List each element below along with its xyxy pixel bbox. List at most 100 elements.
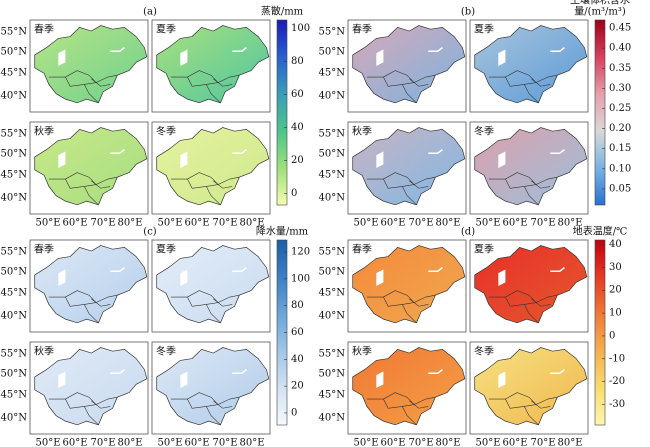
lat-label: 50°N	[1, 267, 28, 278]
season-label: 冬季	[474, 345, 494, 358]
border	[383, 398, 415, 409]
region	[352, 25, 466, 104]
gap	[376, 151, 384, 168]
border	[206, 186, 221, 206]
gap-line	[428, 47, 443, 53]
colorbar-tick-label: 0.40	[609, 43, 631, 54]
lon-label: 60°E	[184, 218, 209, 229]
border	[524, 304, 539, 324]
border	[84, 84, 99, 104]
region	[34, 127, 148, 206]
season-label: 秋季	[352, 125, 372, 138]
border	[505, 398, 537, 409]
lon-label: 80°E	[239, 218, 264, 229]
border	[402, 406, 417, 426]
colorbar-tick-label: 80	[291, 56, 304, 67]
lon-label: 70°E	[408, 438, 433, 447]
region	[34, 245, 148, 324]
gap	[376, 371, 384, 388]
border	[65, 76, 97, 87]
lon-label: 50°E	[157, 438, 182, 447]
border	[383, 178, 415, 189]
gap	[498, 269, 506, 286]
lat-label: 40°N	[1, 91, 28, 102]
border	[524, 84, 539, 104]
lon-label: 80°E	[117, 218, 142, 229]
lat-label: 45°N	[1, 68, 28, 79]
lat-label: 55°N	[1, 247, 28, 258]
colorbar-tick-label: -20	[609, 376, 625, 387]
colorbar-tick-label: 100	[291, 23, 310, 34]
gap	[180, 371, 188, 388]
season-label: 春季	[352, 24, 372, 36]
lon-label: 80°E	[557, 438, 582, 447]
border	[402, 84, 417, 104]
season-label: 冬季	[156, 125, 176, 138]
colorbar-tick-label: 60	[291, 327, 304, 338]
panel-label: (c)	[143, 227, 157, 238]
lat-label: 55°N	[319, 349, 346, 360]
border	[531, 298, 551, 307]
region	[156, 245, 270, 324]
lat-label: 40°N	[319, 413, 346, 424]
colorbar-title: 地表温度/℃	[573, 225, 628, 238]
gap-line	[110, 267, 125, 273]
gap-line	[232, 267, 247, 273]
gap	[58, 151, 66, 168]
colorbar-tick-label: 40	[609, 239, 622, 250]
lon-label: 60°E	[380, 218, 405, 229]
region	[474, 347, 588, 426]
lat-label: 45°N	[1, 170, 28, 181]
gap-line	[110, 369, 125, 375]
gap-line	[232, 47, 247, 53]
gap	[58, 49, 66, 66]
lat-label: 50°N	[1, 369, 28, 380]
gap	[180, 151, 188, 168]
season-label: 夏季	[474, 24, 494, 36]
border	[524, 406, 539, 426]
border	[531, 78, 551, 87]
gap-line	[550, 369, 565, 375]
colorbar	[594, 19, 606, 206]
region	[352, 127, 466, 206]
border	[505, 296, 537, 307]
season-label: 春季	[352, 244, 372, 256]
border	[213, 180, 233, 189]
gap	[58, 371, 66, 388]
border	[531, 400, 551, 409]
lat-label: 40°N	[1, 311, 28, 322]
lat-label: 45°N	[319, 170, 346, 181]
colorbar-title: 降水量/mm	[256, 225, 309, 238]
gap	[498, 371, 506, 388]
colorbar-tick-label: 0.05	[609, 183, 631, 194]
panel-label: (d)	[461, 227, 475, 238]
border	[84, 304, 99, 324]
season-label: 夏季	[156, 244, 176, 256]
border	[409, 298, 429, 307]
lat-label: 50°N	[319, 47, 346, 58]
season-label: 冬季	[474, 125, 494, 138]
gap-line	[110, 149, 125, 155]
border	[505, 178, 537, 189]
border	[402, 304, 417, 324]
lon-label: 80°E	[435, 438, 460, 447]
lon-label: 60°E	[62, 218, 87, 229]
colorbar-tick-label: 0	[291, 407, 297, 418]
lat-label: 55°N	[1, 129, 28, 140]
colorbar-tick-label: -30	[609, 399, 625, 410]
lon-label: 60°E	[184, 438, 209, 447]
season-label: 冬季	[156, 345, 176, 358]
gap-line	[550, 47, 565, 53]
colorbar-tick-label: 0	[609, 330, 615, 341]
panel-label: (a)	[143, 7, 157, 18]
gap-line	[550, 149, 565, 155]
lat-label: 50°N	[319, 267, 346, 278]
colorbar-tick-label: 0.25	[609, 103, 631, 114]
lon-label: 50°E	[35, 438, 60, 447]
colorbar-tick-label: 60	[291, 89, 304, 100]
lon-label: 50°E	[475, 218, 500, 229]
colorbar-tick-label: 20	[609, 285, 622, 296]
border	[91, 180, 111, 189]
lat-label: 45°N	[319, 288, 346, 299]
lon-label: 60°E	[62, 438, 87, 447]
